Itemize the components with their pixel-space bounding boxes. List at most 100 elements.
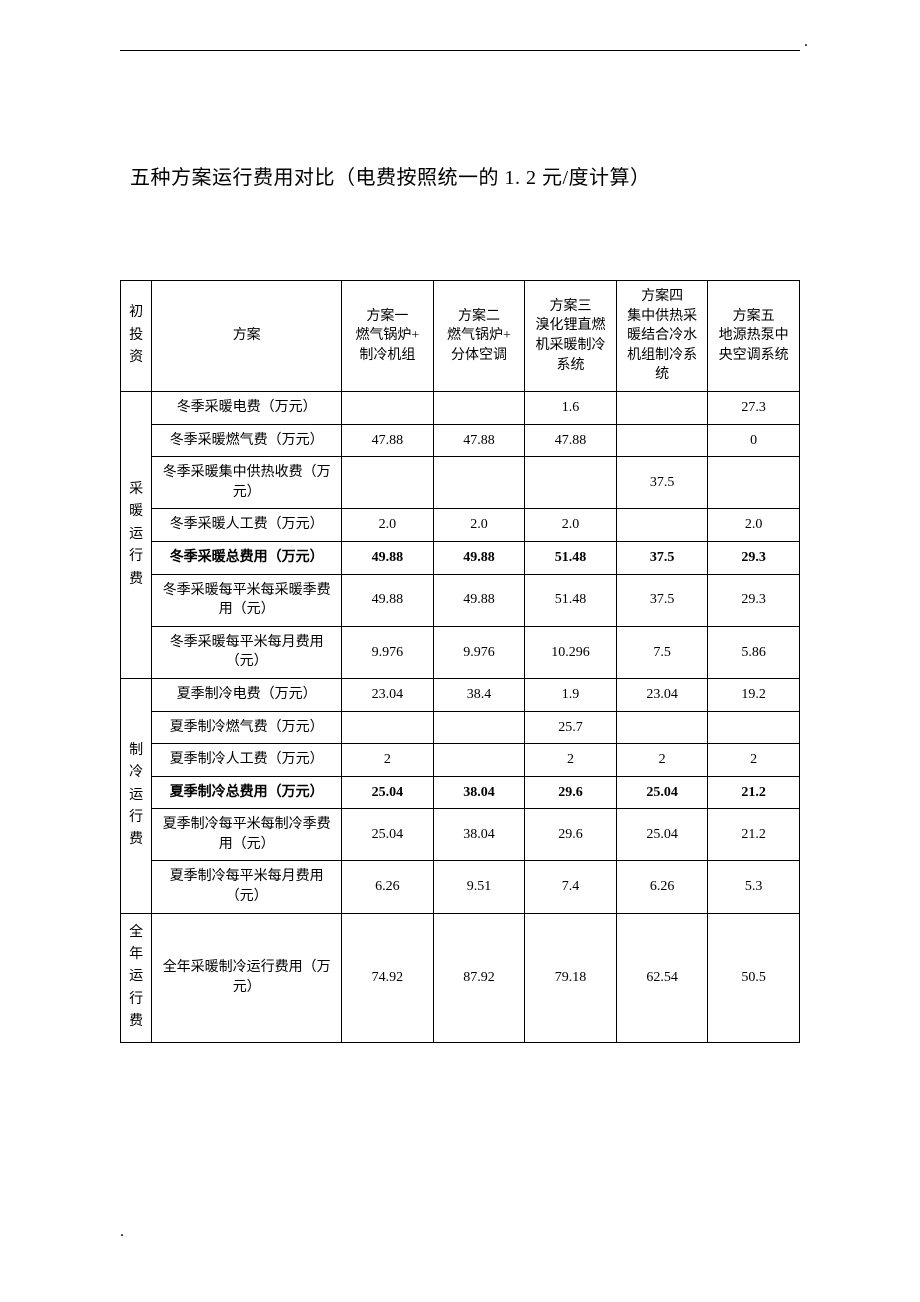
cell: 51.48	[525, 574, 617, 626]
footer-dot: .	[120, 1223, 800, 1241]
table-row: 冬季采暖燃气费（万元） 47.88 47.88 47.88 0	[121, 424, 800, 457]
header-col1: 方案一燃气锅炉+制冷机组	[342, 281, 434, 392]
cell: 5.86	[708, 626, 800, 678]
cell	[433, 457, 525, 509]
header-col3: 方案三溴化锂直燃机采暖制冷系统	[525, 281, 617, 392]
cell: 47.88	[525, 424, 617, 457]
cell: 21.2	[708, 809, 800, 861]
table-row: 夏季制冷燃气费（万元） 25.7	[121, 711, 800, 744]
cell: 25.04	[616, 809, 708, 861]
cell: 6.26	[342, 861, 434, 913]
cell: 2	[342, 744, 434, 777]
row-label: 夏季制冷每平米每制冷季费用（元）	[152, 809, 342, 861]
cell: 49.88	[342, 574, 434, 626]
cell	[342, 457, 434, 509]
cell: 6.26	[616, 861, 708, 913]
section-annual: 全年运行费	[121, 913, 152, 1042]
cell: 37.5	[616, 574, 708, 626]
cell	[433, 391, 525, 424]
cell	[616, 509, 708, 542]
cell: 49.88	[433, 574, 525, 626]
cell: 37.5	[616, 541, 708, 574]
row-label: 夏季制冷每平米每月费用（元）	[152, 861, 342, 913]
header-plan: 方案	[152, 281, 342, 392]
cell: 7.4	[525, 861, 617, 913]
cell	[708, 711, 800, 744]
page-title: 五种方案运行费用对比（电费按照统一的 1. 2 元/度计算）	[130, 161, 800, 190]
cell: 2.0	[342, 509, 434, 542]
cell: 9.976	[342, 626, 434, 678]
cost-comparison-table: 初投资 方案 方案一燃气锅炉+制冷机组 方案二燃气锅炉+分体空调 方案三溴化锂直…	[120, 280, 800, 1043]
table-row: 制冷运行费 夏季制冷电费（万元） 23.04 38.4 1.9 23.04 19…	[121, 678, 800, 711]
header-group-initial: 初投资	[121, 281, 152, 392]
cell	[342, 711, 434, 744]
cell: 2.0	[708, 509, 800, 542]
row-label: 冬季采暖集中供热收费（万元）	[152, 457, 342, 509]
cell: 79.18	[525, 913, 617, 1042]
cell	[616, 711, 708, 744]
table-row: 冬季采暖总费用（万元） 49.88 49.88 51.48 37.5 29.3	[121, 541, 800, 574]
cell: 29.3	[708, 541, 800, 574]
table-row: 冬季采暖每平米每采暖季费用（元） 49.88 49.88 51.48 37.5 …	[121, 574, 800, 626]
header-divider	[120, 50, 800, 51]
cell: 7.5	[616, 626, 708, 678]
row-label: 夏季制冷电费（万元）	[152, 678, 342, 711]
cell: 29.6	[525, 809, 617, 861]
cell: 25.04	[342, 809, 434, 861]
cell: 9.976	[433, 626, 525, 678]
cell: 19.2	[708, 678, 800, 711]
cell: 49.88	[342, 541, 434, 574]
cell: 74.92	[342, 913, 434, 1042]
row-label: 冬季采暖每平米每采暖季费用（元）	[152, 574, 342, 626]
cell: 21.2	[708, 776, 800, 809]
table-row: 全年运行费 全年采暖制冷运行费用（万元） 74.92 87.92 79.18 6…	[121, 913, 800, 1042]
cell: 2	[708, 744, 800, 777]
cell	[342, 391, 434, 424]
cell: 1.9	[525, 678, 617, 711]
table-header-row: 初投资 方案 方案一燃气锅炉+制冷机组 方案二燃气锅炉+分体空调 方案三溴化锂直…	[121, 281, 800, 392]
cell	[616, 391, 708, 424]
table-row: 夏季制冷每平米每制冷季费用（元） 25.04 38.04 29.6 25.04 …	[121, 809, 800, 861]
cell: 25.04	[616, 776, 708, 809]
cell: 9.51	[433, 861, 525, 913]
cell: 1.6	[525, 391, 617, 424]
cell: 2	[525, 744, 617, 777]
cell: 47.88	[433, 424, 525, 457]
row-label: 夏季制冷人工费（万元）	[152, 744, 342, 777]
cell: 23.04	[342, 678, 434, 711]
row-label: 冬季采暖人工费（万元）	[152, 509, 342, 542]
cell: 38.04	[433, 776, 525, 809]
row-label: 夏季制冷总费用（万元）	[152, 776, 342, 809]
cell: 23.04	[616, 678, 708, 711]
cell: 37.5	[616, 457, 708, 509]
cell: 2.0	[433, 509, 525, 542]
cell	[433, 711, 525, 744]
cell	[708, 457, 800, 509]
cell: 5.3	[708, 861, 800, 913]
cell: 2.0	[525, 509, 617, 542]
table-row: 夏季制冷人工费（万元） 2 2 2 2	[121, 744, 800, 777]
header-col5: 方案五地源热泵中央空调系统	[708, 281, 800, 392]
cell: 62.54	[616, 913, 708, 1042]
cell: 2	[616, 744, 708, 777]
cell	[616, 424, 708, 457]
section-cooling: 制冷运行费	[121, 678, 152, 913]
header-col4: 方案四集中供热采暖结合冷水机组制冷系统	[616, 281, 708, 392]
cell: 25.7	[525, 711, 617, 744]
table-row: 冬季采暖人工费（万元） 2.0 2.0 2.0 2.0	[121, 509, 800, 542]
cell: 25.04	[342, 776, 434, 809]
cell: 29.6	[525, 776, 617, 809]
cell: 27.3	[708, 391, 800, 424]
cell: 50.5	[708, 913, 800, 1042]
row-label: 冬季采暖每平米每月费用（元）	[152, 626, 342, 678]
row-label: 冬季采暖电费（万元）	[152, 391, 342, 424]
cell: 29.3	[708, 574, 800, 626]
table-row: 采暖运行费 冬季采暖电费（万元） 1.6 27.3	[121, 391, 800, 424]
cell: 10.296	[525, 626, 617, 678]
cell: 51.48	[525, 541, 617, 574]
cell: 49.88	[433, 541, 525, 574]
table-row: 冬季采暖集中供热收费（万元） 37.5	[121, 457, 800, 509]
table-row: 冬季采暖每平米每月费用（元） 9.976 9.976 10.296 7.5 5.…	[121, 626, 800, 678]
header-col2: 方案二燃气锅炉+分体空调	[433, 281, 525, 392]
cell: 0	[708, 424, 800, 457]
